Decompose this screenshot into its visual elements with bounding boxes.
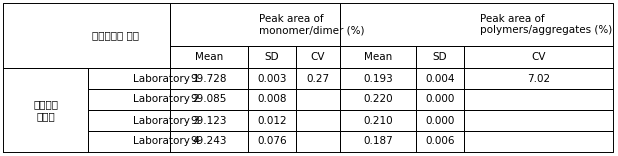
Text: Laboratory 1: Laboratory 1 — [133, 73, 200, 83]
Text: 99.243: 99.243 — [191, 136, 227, 146]
Text: 0.000: 0.000 — [425, 115, 455, 125]
Text: 0.27: 0.27 — [307, 73, 329, 83]
Text: Laboratory 2: Laboratory 2 — [133, 95, 200, 105]
Text: SD: SD — [433, 52, 447, 62]
Text: 0.000: 0.000 — [425, 95, 455, 105]
Text: CV: CV — [311, 52, 325, 62]
Text: Peak area of
polymers/aggregates (%): Peak area of polymers/aggregates (%) — [481, 14, 613, 35]
Text: Laboratory 4: Laboratory 4 — [133, 136, 200, 146]
Text: 99.728: 99.728 — [191, 73, 227, 83]
Text: 0.210: 0.210 — [363, 115, 393, 125]
Text: Peak area of
monomer/dimer (%): Peak area of monomer/dimer (%) — [259, 14, 365, 35]
Text: 밸리데이션 항목: 밸리데이션 항목 — [91, 31, 138, 41]
Text: 0.076: 0.076 — [257, 136, 287, 146]
Text: 0.003: 0.003 — [257, 73, 287, 83]
Text: 실험실간
정밀성: 실험실간 정밀성 — [33, 99, 58, 121]
Text: 99.085: 99.085 — [191, 95, 227, 105]
Text: 0.220: 0.220 — [363, 95, 393, 105]
Text: 0.008: 0.008 — [257, 95, 287, 105]
Text: 0.004: 0.004 — [425, 73, 455, 83]
Text: SD: SD — [265, 52, 279, 62]
Text: 99.123: 99.123 — [191, 115, 227, 125]
Text: Mean: Mean — [364, 52, 392, 62]
Text: Mean: Mean — [195, 52, 223, 62]
Text: Laboratory 3: Laboratory 3 — [133, 115, 200, 125]
Text: 0.187: 0.187 — [363, 136, 393, 146]
Text: CV: CV — [531, 52, 546, 62]
Text: 0.006: 0.006 — [425, 136, 455, 146]
Text: 0.193: 0.193 — [363, 73, 393, 83]
Text: 7.02: 7.02 — [527, 73, 550, 83]
Text: 0.012: 0.012 — [257, 115, 287, 125]
